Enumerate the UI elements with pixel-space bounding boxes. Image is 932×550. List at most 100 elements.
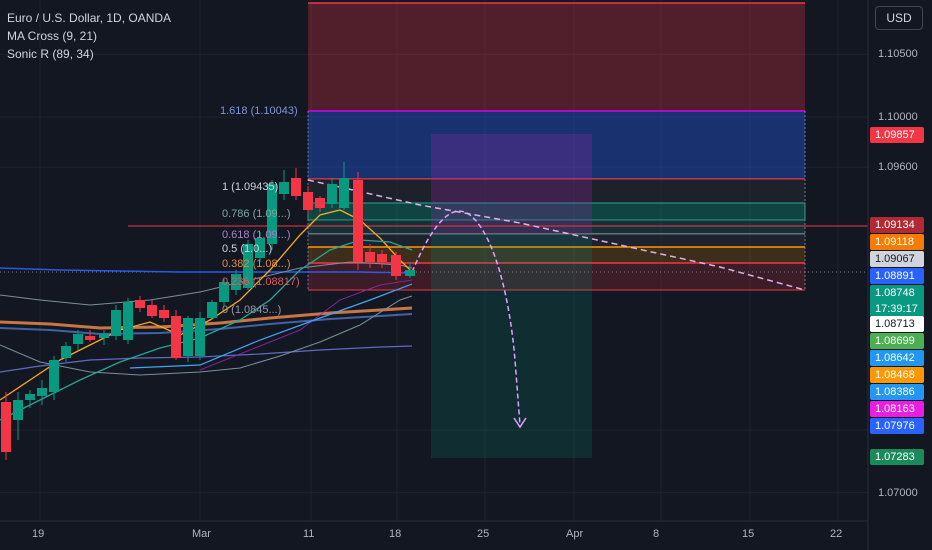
price-tag-value: 1.08468 bbox=[875, 369, 915, 382]
price-tag: 1.07976 bbox=[870, 418, 924, 435]
time-axis-label: 18 bbox=[389, 528, 402, 540]
projected-arrow-head bbox=[513, 417, 527, 429]
price-tag: 1.08748 17:39:17 bbox=[870, 285, 924, 318]
indicator-purple-line bbox=[199, 279, 413, 371]
candle-body bbox=[159, 310, 169, 318]
fib-level-label: 0.5 (1.0...) bbox=[222, 243, 273, 256]
candlesticks bbox=[1, 162, 415, 460]
price-tag: 1.08699 bbox=[870, 333, 924, 350]
trend-line-dashed bbox=[307, 179, 806, 291]
time-axis-label: 22 bbox=[830, 528, 843, 540]
price-tag-value: 1.08386 bbox=[875, 386, 915, 399]
price-tag: 1.09067 bbox=[870, 251, 924, 268]
candle-body bbox=[99, 334, 109, 338]
candle-body bbox=[37, 388, 47, 396]
candle-body bbox=[147, 305, 157, 316]
price-tag: 1.08386 bbox=[870, 384, 924, 401]
candle-body bbox=[135, 300, 145, 308]
price-tag: 1.09134 bbox=[870, 217, 924, 234]
projected-path-curve bbox=[411, 210, 521, 426]
candle-body bbox=[171, 316, 181, 358]
price-tag-value: 1.08891 bbox=[875, 270, 915, 283]
time-axis-label: 15 bbox=[742, 528, 755, 540]
projection-box-lower bbox=[431, 234, 592, 458]
indicator-blue-line bbox=[129, 283, 413, 369]
target-zone-blue[interactable] bbox=[308, 111, 805, 179]
price-tag-value: 1.07283 bbox=[875, 451, 915, 464]
candle-body bbox=[255, 238, 265, 258]
time-axis-label: 19 bbox=[32, 528, 45, 540]
time-axis-label: 11 bbox=[303, 528, 315, 540]
chart-grid bbox=[0, 0, 868, 521]
price-tag-value: 1.09857 bbox=[875, 128, 915, 141]
candle-body bbox=[219, 282, 229, 302]
fib-level-label: 1 (1.09435) bbox=[222, 180, 279, 193]
bollinger-lower bbox=[0, 295, 413, 376]
fib-zone-5 bbox=[308, 220, 805, 234]
price-tag-value: 1.09118 bbox=[875, 236, 914, 249]
chart-legend: Euro / U.S. Dollar, 1D, OANDA MA Cross (… bbox=[7, 9, 171, 63]
candle-body bbox=[353, 180, 363, 262]
price-tag-value: 1.08713 bbox=[875, 318, 915, 331]
price-tag-value: 1.08163 bbox=[875, 403, 915, 416]
candle-body bbox=[279, 182, 289, 194]
price-axis-label: 1.09600 bbox=[878, 161, 918, 174]
risk-zone[interactable] bbox=[308, 3, 805, 111]
fib-zone-382 bbox=[308, 234, 805, 247]
candle-body bbox=[85, 336, 95, 340]
price-tag-value: 1.09067 bbox=[875, 253, 915, 266]
candle-body bbox=[73, 334, 83, 344]
price-tag: 1.08642 bbox=[870, 350, 924, 367]
fib-level-label: 0.618 (1.09...) bbox=[222, 228, 291, 241]
candle-body bbox=[13, 400, 23, 420]
time-axis-label: Apr bbox=[566, 528, 584, 540]
countdown-timer: 17:39:17 bbox=[875, 303, 918, 316]
time-axis-label: Mar bbox=[192, 528, 211, 540]
candle-body bbox=[391, 255, 401, 276]
price-tag: 1.07283 bbox=[870, 449, 924, 466]
ma-cross-indicator-label[interactable]: MA Cross (9, 21) bbox=[7, 29, 98, 43]
ma-fast-line bbox=[0, 209, 413, 401]
price-axis-label: 1.07000 bbox=[878, 486, 918, 499]
time-axis-label: 25 bbox=[477, 528, 490, 540]
candle-body bbox=[111, 310, 121, 336]
fib-level-label: 0.236 (1.08817) bbox=[222, 276, 300, 289]
upper-channel-band bbox=[0, 267, 411, 274]
price-tag-value: 1.07976 bbox=[875, 420, 915, 433]
price-tag-value: 1.08748 bbox=[875, 287, 915, 300]
price-tag: 1.08163 bbox=[870, 401, 924, 418]
projection-box-upper bbox=[431, 134, 592, 234]
price-tag: 1.08891 bbox=[870, 268, 924, 285]
candle-body bbox=[123, 302, 133, 340]
price-tag: 1.09857 bbox=[870, 126, 924, 143]
candle-body bbox=[365, 252, 375, 262]
candle-body bbox=[405, 270, 415, 276]
candle-body bbox=[377, 254, 387, 262]
fib-level-label: 0.786 (1.09...) bbox=[222, 207, 291, 220]
candle-body bbox=[339, 178, 349, 208]
price-axis-label: 1.10500 bbox=[878, 48, 918, 61]
candle-body bbox=[1, 402, 11, 452]
candle-body bbox=[327, 184, 337, 204]
price-tag: 1.09118 bbox=[870, 234, 924, 251]
price-tag-value: 1.08642 bbox=[875, 352, 915, 365]
candle-body bbox=[195, 318, 205, 356]
time-axis-label: 8 bbox=[653, 528, 660, 540]
price-tag: 1.08468 bbox=[870, 367, 924, 384]
candle-body bbox=[207, 302, 217, 318]
sonic-r-indicator-label[interactable]: Sonic R (89, 34) bbox=[7, 47, 94, 61]
price-tag: 1.08713 bbox=[870, 316, 924, 333]
symbol-title[interactable]: Euro / U.S. Dollar, 1D, OANDA bbox=[7, 11, 172, 25]
price-tag-value: 1.08699 bbox=[875, 335, 915, 348]
candle-body bbox=[61, 346, 71, 358]
price-axis-label: 1.10000 bbox=[878, 111, 918, 123]
candle-body bbox=[243, 244, 253, 288]
candle-body bbox=[25, 394, 35, 400]
currency-button[interactable]: USD bbox=[875, 6, 923, 30]
candle-body bbox=[303, 192, 313, 210]
fib-level-label: 0 (1.0845...) bbox=[222, 304, 282, 317]
candle-body bbox=[291, 178, 301, 196]
candle-body bbox=[267, 184, 277, 244]
fib-level-label: 1.618 (1.10043) bbox=[220, 104, 298, 117]
